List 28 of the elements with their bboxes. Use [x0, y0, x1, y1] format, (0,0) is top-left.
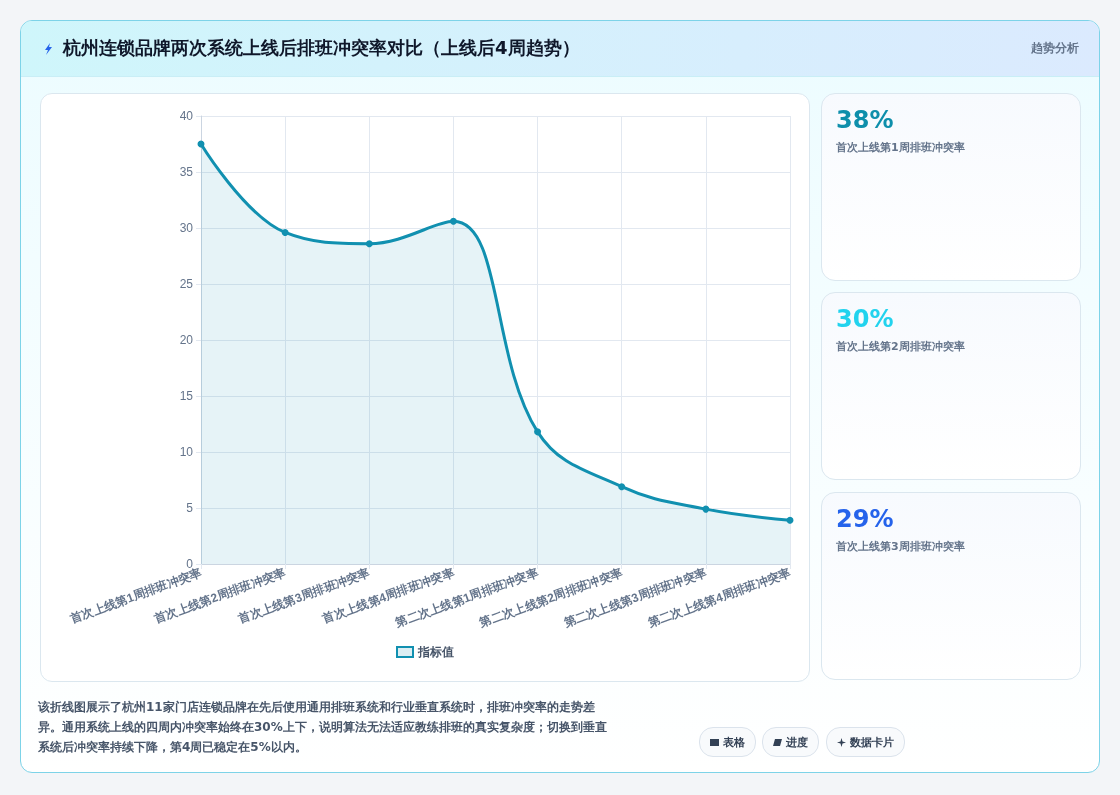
legend-label: 指标值 [417, 645, 454, 659]
y-tick-label: 5 [186, 501, 194, 515]
text: 首次上线第2周排班冲突率 [836, 339, 965, 354]
y-tick-label: 25 [179, 277, 194, 291]
y-tick-label: 20 [179, 333, 194, 347]
y-tick-label: 40 [179, 109, 194, 123]
text: 首次上线第3周排班冲突率 [836, 539, 965, 554]
point [534, 428, 542, 436]
point [702, 505, 710, 513]
point [618, 483, 626, 491]
point [449, 217, 457, 225]
point [786, 516, 794, 524]
text: 数据卡片 [850, 734, 894, 750]
text: 38% [836, 106, 894, 134]
point [281, 228, 289, 236]
text: 表格 [723, 734, 745, 750]
chart-title: 杭州连锁品牌两次系统上线后排班冲突率对比（上线后4周趋势） [63, 36, 580, 60]
text: 29% [836, 505, 894, 533]
text: 首次上线第1周排班冲突率 [836, 140, 965, 155]
y-tick-label: 30 [179, 221, 194, 235]
text: 趋势分析 [1031, 40, 1079, 57]
y-tick-label: 10 [179, 445, 194, 459]
text: 进度 [786, 734, 808, 750]
y-tick-label: 35 [179, 165, 194, 179]
text: 该折线图展示了杭州11家门店连锁品牌在先后使用通用排班系统和行业垂直系统时，排班冲突率的走势差异。通用系统上线的四周内冲突率始终在30%上下，说明算法无法适应教练排班的真实复杂度；切换到垂直系统后冲突率持续下降，第4周已稳定在5%以内。 [38, 699, 608, 756]
y-tick-label: 15 [179, 389, 194, 403]
text: 30% [836, 305, 894, 333]
point [365, 240, 373, 248]
